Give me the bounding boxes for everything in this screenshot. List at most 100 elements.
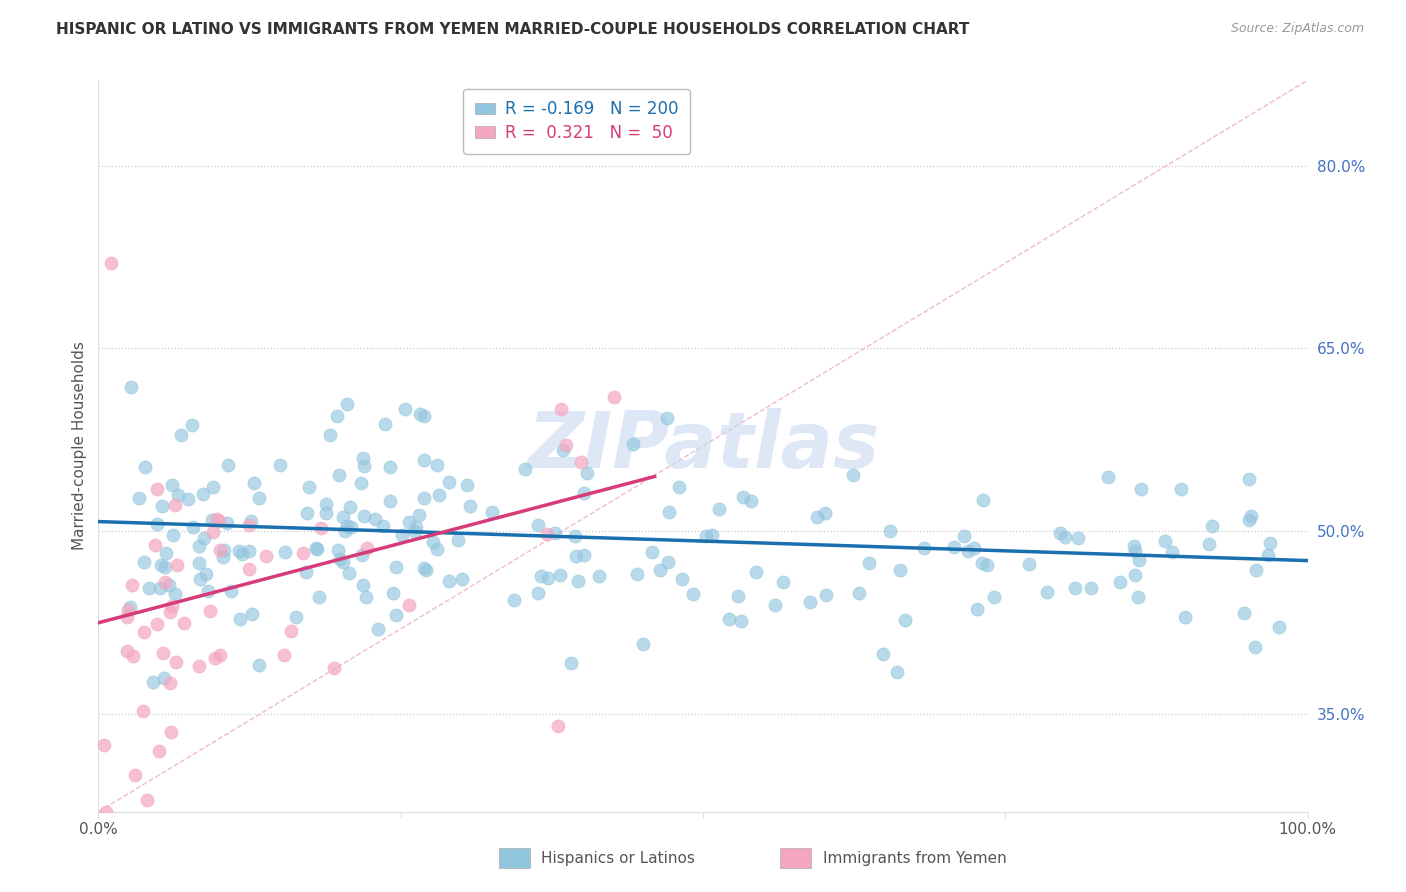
Point	[1244, 563, 1267, 577]
Point	[1160, 545, 1182, 559]
Point	[1036, 585, 1059, 599]
Point	[159, 724, 181, 739]
Point	[117, 603, 139, 617]
Point	[565, 549, 588, 564]
Point	[329, 551, 352, 566]
Point	[373, 519, 395, 533]
Point	[160, 478, 183, 492]
Point	[1123, 568, 1146, 582]
Point	[165, 499, 187, 513]
Point	[763, 598, 786, 612]
Point	[1244, 640, 1267, 654]
Point	[229, 612, 252, 626]
Point	[212, 542, 235, 557]
Point	[219, 584, 242, 599]
Point	[858, 556, 880, 570]
Point	[149, 581, 172, 595]
Point	[537, 571, 560, 585]
Point	[1097, 470, 1119, 484]
Point	[94, 805, 117, 819]
Point	[564, 529, 586, 543]
Point	[707, 501, 730, 516]
Point	[308, 590, 330, 604]
Point	[202, 524, 225, 539]
Point	[159, 676, 181, 690]
Point	[170, 428, 193, 442]
Point	[526, 517, 548, 532]
Point	[879, 524, 901, 538]
Point	[188, 659, 211, 673]
FancyBboxPatch shape	[499, 848, 530, 868]
Point	[1108, 575, 1130, 590]
Point	[122, 648, 145, 663]
Point	[191, 487, 214, 501]
Point	[364, 512, 387, 526]
Point	[165, 587, 187, 601]
Point	[155, 546, 177, 560]
Point	[1170, 483, 1192, 497]
Point	[1201, 519, 1223, 533]
Point	[536, 527, 558, 541]
Point	[1053, 530, 1076, 544]
Point	[93, 738, 115, 752]
Point	[157, 578, 180, 592]
Point	[412, 409, 434, 423]
Point	[194, 566, 217, 581]
Text: Immigrants from Yemen: Immigrants from Yemen	[823, 851, 1007, 865]
Point	[588, 569, 610, 583]
Text: Hispanics or Latinos: Hispanics or Latinos	[541, 851, 695, 865]
Point	[394, 402, 416, 417]
Point	[976, 558, 998, 572]
Point	[273, 648, 295, 662]
Point	[391, 528, 413, 542]
Point	[238, 544, 260, 558]
Point	[671, 572, 693, 586]
Point	[354, 590, 377, 604]
Point	[481, 504, 503, 518]
Point	[543, 525, 565, 540]
Point	[340, 520, 363, 534]
Point	[733, 490, 755, 504]
Point	[1049, 525, 1071, 540]
Point	[842, 467, 865, 482]
Point	[384, 559, 406, 574]
Point	[339, 500, 361, 514]
Point	[1240, 508, 1263, 523]
Point	[292, 546, 315, 560]
Point	[353, 509, 375, 524]
Point	[702, 528, 724, 542]
Point	[177, 491, 200, 506]
Point	[315, 507, 337, 521]
Point	[527, 585, 550, 599]
Legend: R = -0.169   N = 200, R =  0.321   N =  50: R = -0.169 N = 200, R = 0.321 N = 50	[464, 88, 690, 153]
Point	[153, 574, 176, 589]
Point	[124, 768, 146, 782]
Point	[240, 607, 263, 622]
Point	[1126, 590, 1149, 604]
Point	[682, 587, 704, 601]
Point	[336, 519, 359, 533]
Point	[228, 544, 250, 558]
Point	[201, 480, 224, 494]
Point	[437, 574, 460, 588]
Point	[657, 556, 679, 570]
Point	[201, 513, 224, 527]
Point	[128, 491, 150, 505]
Point	[956, 544, 979, 558]
Point	[806, 510, 828, 524]
Point	[886, 665, 908, 680]
Point	[1080, 581, 1102, 595]
Point	[328, 468, 350, 483]
Point	[160, 599, 183, 614]
Text: HISPANIC OR LATINO VS IMMIGRANTS FROM YEMEN MARRIED-COUPLE HOUSEHOLDS CORRELATIO: HISPANIC OR LATINO VS IMMIGRANTS FROM YE…	[56, 22, 970, 37]
Point	[205, 512, 228, 526]
Point	[238, 518, 260, 533]
Point	[159, 605, 181, 619]
Point	[1018, 557, 1040, 571]
Point	[333, 524, 356, 539]
Point	[575, 467, 598, 481]
Point	[447, 533, 470, 548]
Point	[413, 491, 436, 505]
Point	[550, 402, 572, 417]
Point	[247, 491, 270, 505]
